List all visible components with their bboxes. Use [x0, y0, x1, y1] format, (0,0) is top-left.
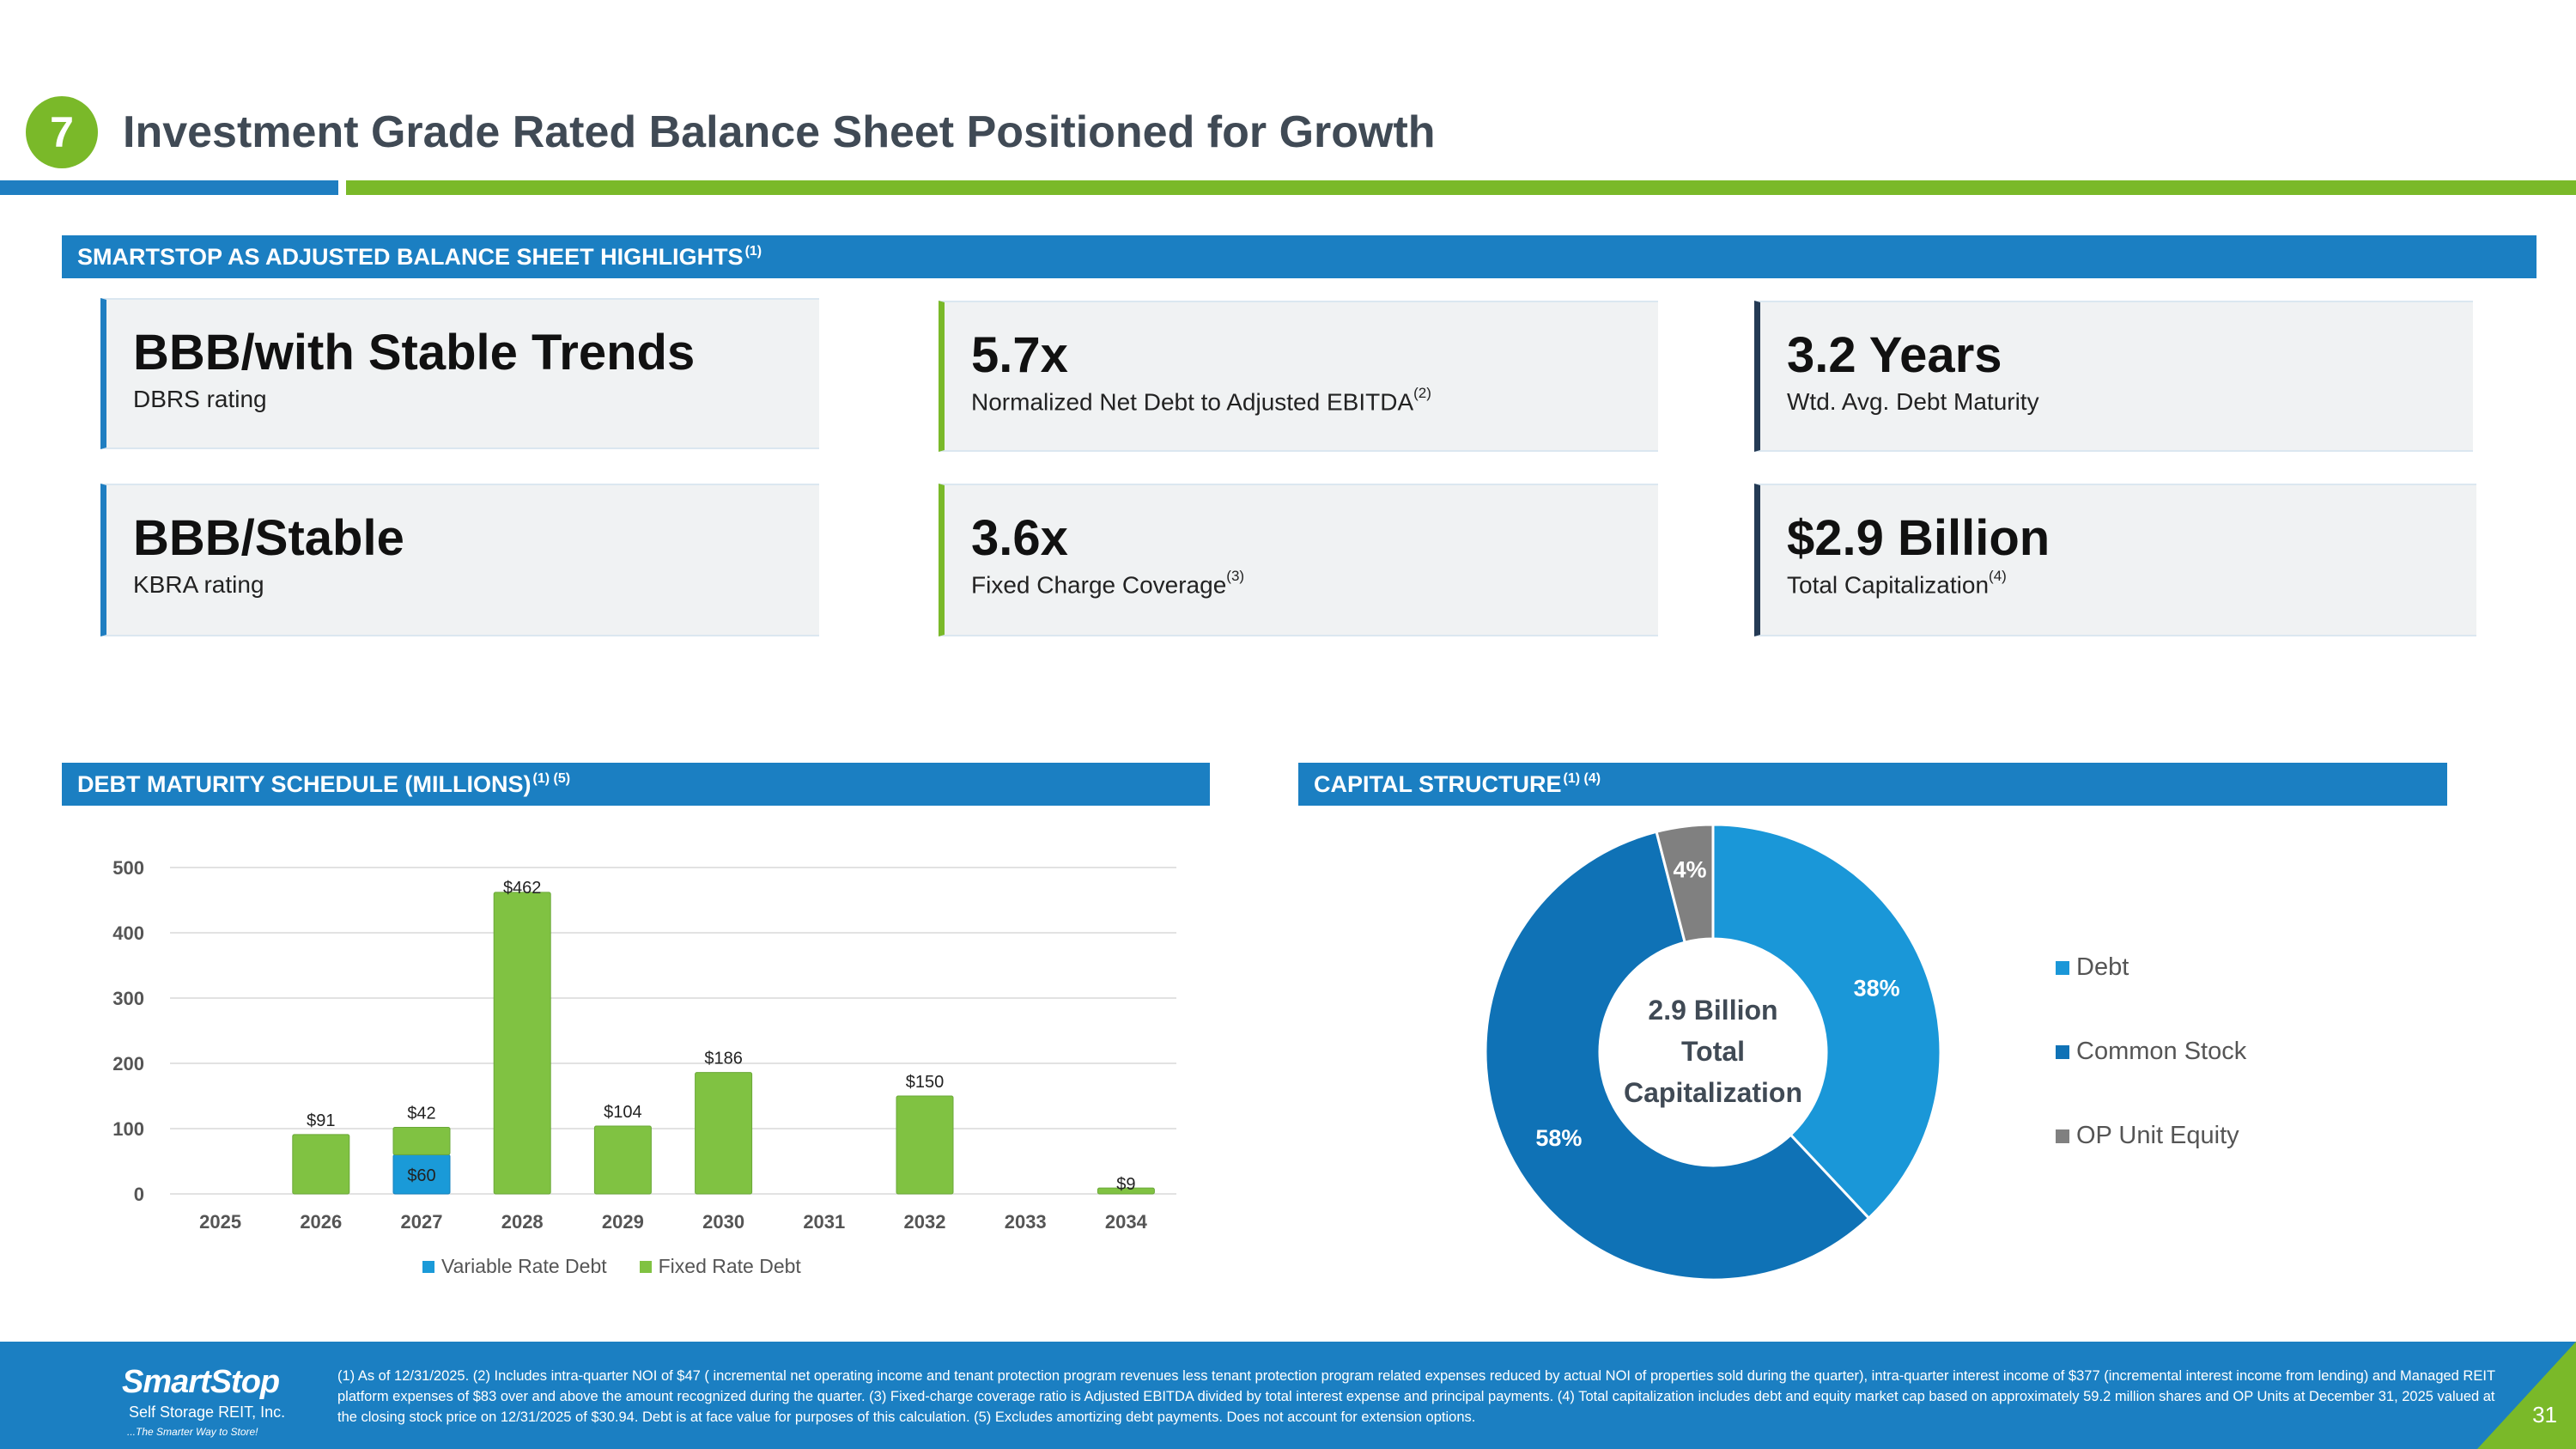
- card-note: (3): [1226, 567, 1245, 584]
- bar-fixed-rate: [392, 1126, 451, 1155]
- capital-structure-note: (1) (4): [1563, 771, 1601, 786]
- legend-variable-rate: Variable Rate Debt: [422, 1255, 607, 1278]
- page-title: Investment Grade Rated Balance Sheet Pos…: [123, 107, 1436, 157]
- capital-structure-chart: 38% 58% 4% 2.9 Billion Total Capitalization: [1484, 823, 1942, 1282]
- card-value: $2.9 Billion: [1787, 510, 2050, 566]
- debt-maturity-note: (1) (5): [532, 771, 571, 786]
- bar-fixed-rate: [292, 1134, 350, 1195]
- card-label: Fixed Charge Coverage(3): [971, 567, 1245, 599]
- legend-common-stock: Common Stock: [2056, 1038, 2246, 1066]
- legend-swatch: [422, 1260, 434, 1273]
- bar-fixed-rate: [593, 1125, 652, 1195]
- card-label: Normalized Net Debt to Adjusted EBITDA(2…: [971, 384, 1431, 416]
- y-tick-label: 0: [134, 1184, 144, 1205]
- legend-fixed-rate: Fixed Rate Debt: [639, 1255, 801, 1278]
- card-dbrs-rating: BBB/with Stable Trends DBRS rating: [100, 298, 819, 449]
- section-number-badge: 7: [26, 96, 98, 168]
- card-label: Total Capitalization(4): [1787, 567, 2007, 599]
- card-kbra-rating: BBB/Stable KBRA rating: [100, 484, 819, 636]
- bar-data-label: $104: [604, 1103, 642, 1122]
- footer-accent: [2477, 1342, 2576, 1449]
- legend-swatch: [2056, 1044, 2069, 1059]
- x-tick-label: 2026: [300, 1211, 342, 1233]
- legend-swatch: [639, 1260, 652, 1273]
- card-value: BBB/with Stable Trends: [133, 325, 696, 381]
- x-tick-label: 2025: [199, 1211, 241, 1233]
- donut-center-label: Total: [1681, 1036, 1745, 1067]
- footer-bar: [0, 1342, 2576, 1449]
- donut-slice-common-stock: [1484, 830, 1871, 1282]
- x-tick-label: 2027: [401, 1211, 443, 1233]
- bar-data-label: $462: [503, 879, 542, 898]
- page-number: 31: [2532, 1402, 2557, 1428]
- company-logo-tagline: ...The Smarter Way to Store!: [127, 1426, 258, 1438]
- card-net-debt-ebitda: 5.7x Normalized Net Debt to Adjusted EBI…: [939, 301, 1658, 452]
- card-fixed-charge: 3.6x Fixed Charge Coverage(3): [939, 484, 1658, 636]
- capital-structure-title: CAPITAL STRUCTURE: [1314, 770, 1562, 797]
- bar-fixed-rate: [695, 1072, 753, 1195]
- footnotes: (1) As of 12/31/2025. (2) Includes intra…: [337, 1368, 2495, 1425]
- card-note: (2): [1413, 384, 1431, 401]
- donut-legend: Debt Common Stock OP Unit Equity: [2056, 953, 2246, 1150]
- y-tick-label: 400: [112, 922, 144, 944]
- bar-data-label: $60: [407, 1166, 435, 1185]
- company-logo: SmartStop: [122, 1364, 280, 1400]
- y-tick-label: 100: [112, 1118, 144, 1140]
- donut-slice-op-unit-equity: [1655, 823, 1715, 944]
- legend-debt: Debt: [2056, 953, 2246, 982]
- x-tick-label: 2029: [602, 1211, 644, 1233]
- bar-legend: Variable Rate Debt Fixed Rate Debt: [422, 1255, 801, 1278]
- y-tick-label: 500: [112, 857, 144, 879]
- donut-slice-debt: [1711, 823, 1942, 1221]
- x-tick-label: 2028: [501, 1211, 544, 1233]
- x-tick-label: 2034: [1105, 1211, 1148, 1233]
- x-tick-label: 2031: [803, 1211, 845, 1233]
- legend-swatch: [2056, 1129, 2069, 1143]
- card-debt-maturity: 3.2 Years Wtd. Avg. Debt Maturity: [1754, 301, 2473, 452]
- bar-data-label: $91: [307, 1111, 335, 1130]
- card-value: 3.2 Years: [1787, 327, 2002, 383]
- highlights-header: SMARTSTOP AS ADJUSTED BALANCE SHEET HIGH…: [62, 235, 2537, 278]
- card-value: 3.6x: [971, 510, 1068, 566]
- header-rule-blue: [0, 180, 338, 195]
- x-tick-label: 2030: [702, 1211, 744, 1233]
- capital-structure-header: CAPITAL STRUCTURE (1) (4): [1298, 763, 2447, 806]
- company-logo-subtitle: Self Storage REIT, Inc.: [129, 1403, 286, 1421]
- debt-maturity-chart: 0 100 200 300 400 500 2025 2026 $91 2027 $60 $42 202…: [112, 857, 1176, 1233]
- card-value: BBB/Stable: [133, 510, 404, 566]
- card-note: (4): [1989, 567, 2007, 584]
- slice-label: 38%: [1854, 976, 1900, 1002]
- bar-fixed-rate: [493, 892, 551, 1195]
- card-label: Wtd. Avg. Debt Maturity: [1787, 387, 2039, 415]
- highlights-title-note: (1): [744, 244, 762, 259]
- bar-fixed-rate: [1097, 1187, 1155, 1195]
- x-tick-label: 2033: [1005, 1211, 1047, 1233]
- bar-fixed-rate: [896, 1095, 954, 1195]
- bar-data-label: $150: [906, 1073, 945, 1092]
- bar-data-label: $9: [1116, 1175, 1135, 1194]
- donut-center-label: 2.9 Billion: [1648, 995, 1777, 1026]
- card-total-capitalization: $2.9 Billion Total Capitalization(4): [1754, 484, 2476, 636]
- y-tick-label: 300: [112, 988, 144, 1009]
- legend-op-unit-equity: OP Unit Equity: [2056, 1122, 2246, 1150]
- debt-maturity-header: DEBT MATURITY SCHEDULE (MILLIONS) (1) (5): [62, 763, 1210, 806]
- x-tick-label: 2032: [904, 1211, 946, 1233]
- header-rule-green: [346, 180, 2576, 195]
- slice-label: 58%: [1535, 1125, 1582, 1151]
- y-tick-label: 200: [112, 1053, 144, 1075]
- debt-maturity-title: DEBT MATURITY SCHEDULE (MILLIONS): [77, 770, 532, 797]
- bar-data-label: $42: [407, 1104, 435, 1123]
- highlights-title: SMARTSTOP AS ADJUSTED BALANCE SHEET HIGH…: [77, 243, 744, 270]
- slice-label: 4%: [1674, 857, 1707, 883]
- card-label: KBRA rating: [133, 570, 264, 598]
- card-value: 5.7x: [971, 327, 1068, 383]
- legend-swatch: [2056, 960, 2069, 975]
- donut-center-label: Capitalization: [1624, 1077, 1802, 1108]
- card-label: DBRS rating: [133, 385, 267, 412]
- bar-data-label: $186: [704, 1050, 743, 1068]
